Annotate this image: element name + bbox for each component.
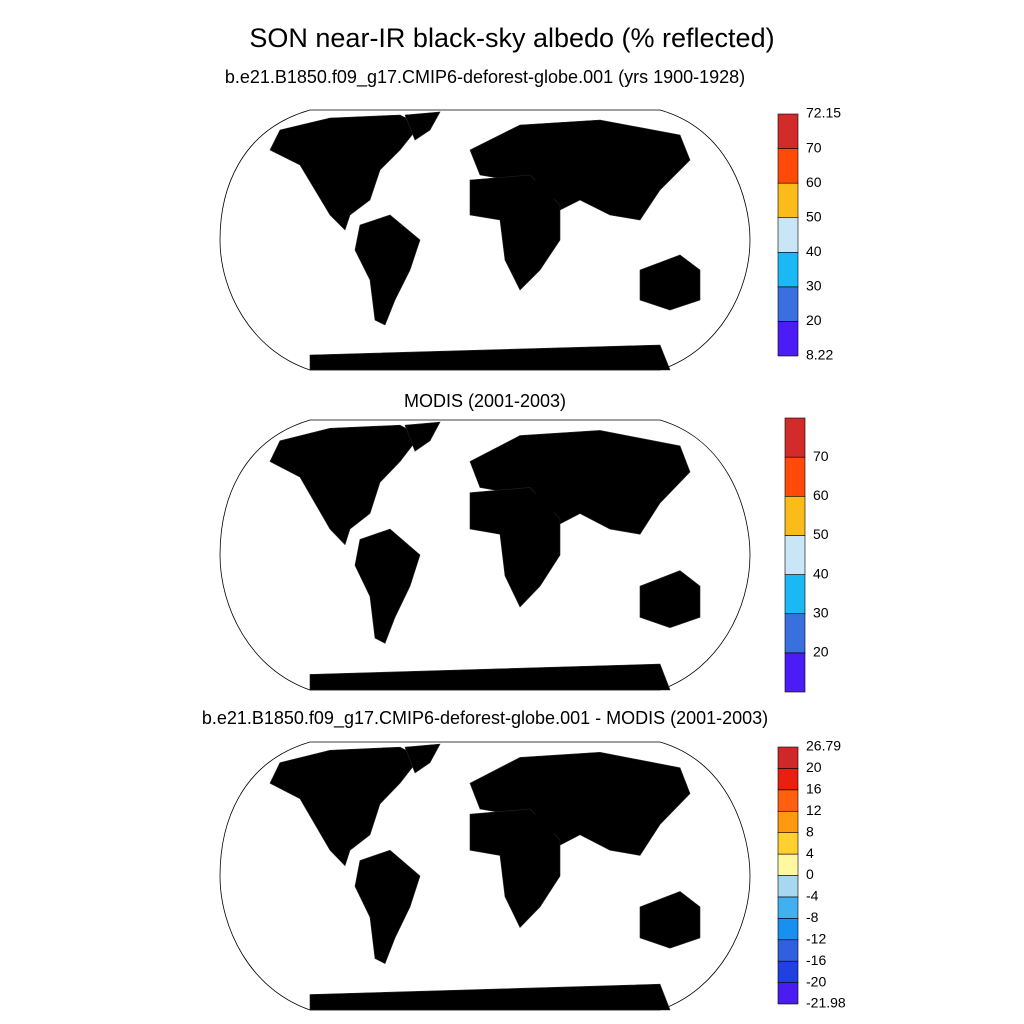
colorbar-label: 30: [806, 278, 822, 294]
panel: b.e21.B1850.f09_g17.CMIP6-deforest-globe…: [202, 708, 846, 1011]
colorbar-label: 20: [806, 759, 822, 775]
map: [219, 109, 751, 371]
colorbar-label: 50: [806, 208, 822, 224]
colorbar-label: 12: [806, 802, 822, 818]
colorbar-bin: [777, 853, 799, 876]
colorbar-bin: [777, 251, 799, 288]
map: [219, 419, 751, 691]
colorbar-bin: [784, 456, 806, 497]
colorbar-label: 40: [813, 565, 829, 581]
colorbar-label: 20: [806, 312, 822, 328]
panel: MODIS (2001-2003) 20 30 40 50 60 70: [219, 391, 829, 693]
colorbar-label: 20: [813, 644, 829, 660]
colorbar-bin: [777, 789, 799, 812]
panels: b.e21.B1850.f09_g17.CMIP6-deforest-globe…: [202, 67, 846, 1011]
colorbar-bin: [784, 574, 806, 615]
colorbar-bin: [784, 652, 806, 693]
colorbar-bin: [784, 495, 806, 536]
colorbar-label: 4: [806, 845, 814, 861]
colorbar-label: 8.22: [806, 347, 833, 363]
colorbar-bin: [777, 939, 799, 962]
colorbar-bin: [777, 746, 799, 769]
colorbar-bin: [777, 875, 799, 898]
colorbar-label: 72.15: [806, 105, 841, 121]
colorbar-bin: [777, 918, 799, 941]
colorbar-bin: [777, 982, 799, 1005]
colorbar-label: -20: [806, 973, 826, 989]
map: [219, 741, 751, 1011]
colorbar-label: 40: [806, 243, 822, 259]
panel: b.e21.B1850.f09_g17.CMIP6-deforest-globe…: [219, 67, 841, 371]
colorbar-bin: [777, 217, 799, 253]
colorbar-label: -16: [806, 952, 826, 968]
colorbar-bin: [784, 535, 806, 575]
colorbar-label: 70: [806, 139, 822, 155]
colorbar-bin: [777, 960, 799, 983]
colorbar-label: 50: [813, 526, 829, 542]
colorbar-bin: [777, 148, 799, 184]
colorbar-label: -4: [806, 888, 819, 904]
colorbar-label: -21.98: [806, 995, 846, 1011]
colorbar-label: -12: [806, 930, 826, 946]
colorbar-bin: [784, 417, 806, 458]
colorbar-bin: [784, 613, 806, 654]
colorbar-label: 60: [813, 487, 829, 503]
colorbar-bin: [777, 182, 799, 219]
colorbar-bin: [777, 832, 799, 855]
colorbar-label: 16: [806, 781, 822, 797]
colorbar-label: -8: [806, 909, 819, 925]
colorbar-label: 8: [806, 823, 814, 839]
colorbar-label: 26.79: [806, 738, 841, 754]
colorbar-bin: [777, 113, 799, 149]
colorbar-bin: [777, 896, 799, 919]
colorbar-bin: [777, 321, 799, 357]
colorbar-bin: [777, 810, 799, 833]
colorbar-label: 0: [806, 866, 814, 882]
colorbar-label: 70: [813, 448, 829, 464]
colorbar-bin: [777, 286, 799, 322]
panel-subtitle: b.e21.B1850.f09_g17.CMIP6-deforest-globe…: [202, 708, 768, 729]
colorbar-label: 30: [813, 604, 829, 620]
figure-title: SON near-IR black-sky albedo (% reflecte…: [249, 23, 774, 53]
panel-subtitle: b.e21.B1850.f09_g17.CMIP6-deforest-globe…: [225, 67, 745, 88]
colorbar-bin: [777, 768, 799, 791]
colorbar-label: 60: [806, 174, 822, 190]
panel-subtitle: MODIS (2001-2003): [404, 391, 566, 411]
